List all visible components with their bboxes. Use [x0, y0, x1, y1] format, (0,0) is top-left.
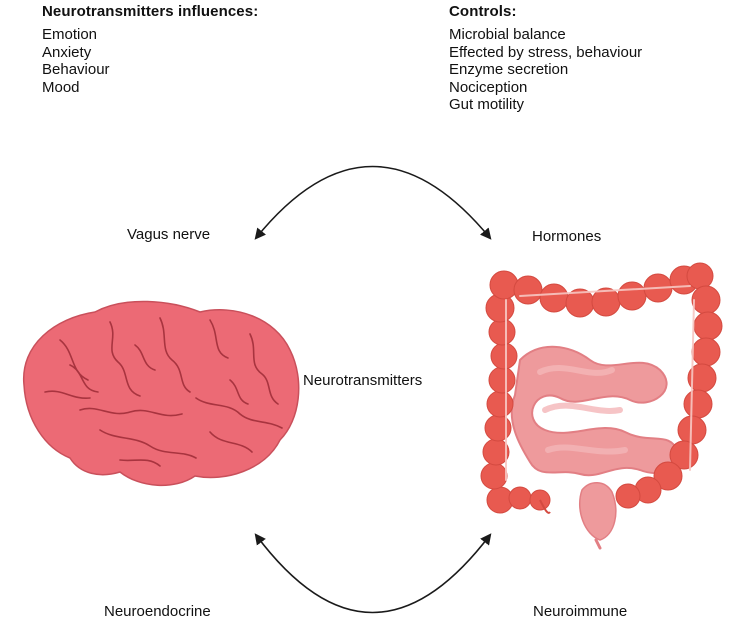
bottom-bidirectional-arrow	[254, 533, 492, 614]
hormones-label: Hormones	[532, 228, 602, 245]
influences-title: Neurotransmitters influences:	[42, 3, 259, 20]
intestine-icon	[480, 262, 723, 550]
list-item: Nociception	[449, 78, 528, 96]
list-item: Anxiety	[42, 43, 92, 61]
controls-block: Controls: Microbial balance Effected by …	[449, 3, 642, 114]
list-item: Enzyme secretion	[449, 61, 569, 78]
list-item: Gut motility	[449, 96, 525, 113]
list-item: Behaviour	[42, 61, 110, 78]
list-item: Mood	[42, 78, 80, 96]
neuroendocrine-label: Neuroendocrine	[104, 603, 211, 620]
neurotransmitters-label: Neurotransmitters	[303, 372, 423, 389]
top-bidirectional-arrow	[254, 165, 492, 240]
brain-icon	[23, 300, 300, 486]
controls-title: Controls:	[449, 3, 517, 20]
controls-list: Microbial balance Effected by stress, be…	[449, 26, 642, 114]
influences-list: Emotion Anxiety Behaviour Mood	[42, 26, 258, 96]
vagus-nerve-label: Vagus nerve	[127, 226, 211, 243]
list-item: Emotion	[42, 26, 98, 43]
list-item: Microbial balance	[449, 26, 566, 43]
neurotransmitter-influences-block: Neurotransmitters influences: Emotion An…	[42, 3, 258, 96]
list-item: Effected by stress, behaviour	[449, 43, 643, 61]
neuroimmune-label: Neuroimmune	[533, 603, 628, 620]
